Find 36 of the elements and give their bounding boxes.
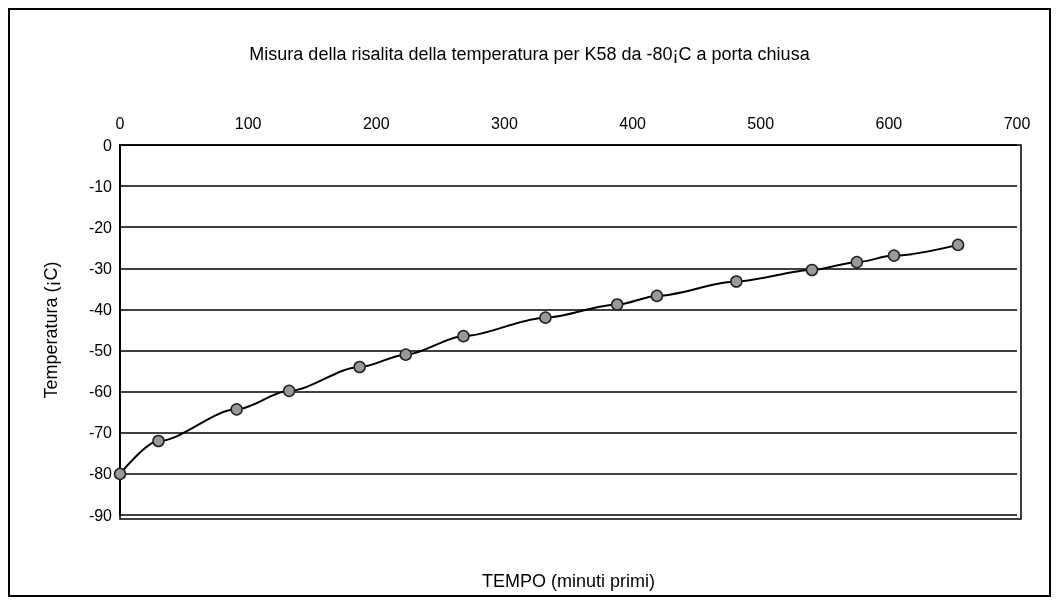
- y-tick-label: -40: [88, 300, 113, 318]
- y-axis-title: Temperatura (¡C): [41, 261, 61, 399]
- point: [951, 238, 965, 252]
- point: [650, 289, 664, 303]
- y-tick-label: -90: [88, 506, 113, 524]
- y-tick-label: -80: [88, 465, 113, 483]
- point: [610, 298, 624, 311]
- y-tick-label: -20: [88, 218, 113, 236]
- point: [887, 249, 901, 262]
- point: [113, 467, 127, 481]
- point: [282, 384, 296, 398]
- x-tick-label: 100: [234, 114, 262, 132]
- point: [730, 275, 743, 288]
- x-tick-label: 400: [619, 114, 647, 132]
- point: [539, 311, 552, 324]
- x-tick-label: 700: [1003, 114, 1031, 132]
- x-tick-label: 200: [362, 114, 390, 132]
- x-tick-label: 500: [747, 114, 775, 132]
- y-tick-label: -50: [88, 342, 113, 360]
- y-tick-label: -70: [88, 424, 113, 442]
- point: [850, 255, 864, 269]
- x-tick-label: 600: [875, 114, 903, 132]
- point: [230, 403, 243, 416]
- point: [399, 348, 413, 361]
- x-tick-label: 300: [491, 114, 518, 132]
- point: [805, 263, 819, 277]
- x-axis-title: TEMPO (minuti primi): [481, 571, 656, 591]
- point: [457, 329, 470, 343]
- chart-title: Misura della risalita della temperatura per K58 da -80¡C a porta chiusa: [249, 44, 811, 64]
- y-tick-label: -60: [88, 383, 113, 401]
- point: [152, 434, 165, 448]
- point: [353, 360, 366, 374]
- x-tick-label: 0: [115, 114, 125, 132]
- y-tick-label: 0: [103, 136, 113, 154]
- y-tick-label: -10: [88, 177, 113, 195]
- y-tick-label: -30: [88, 259, 113, 277]
